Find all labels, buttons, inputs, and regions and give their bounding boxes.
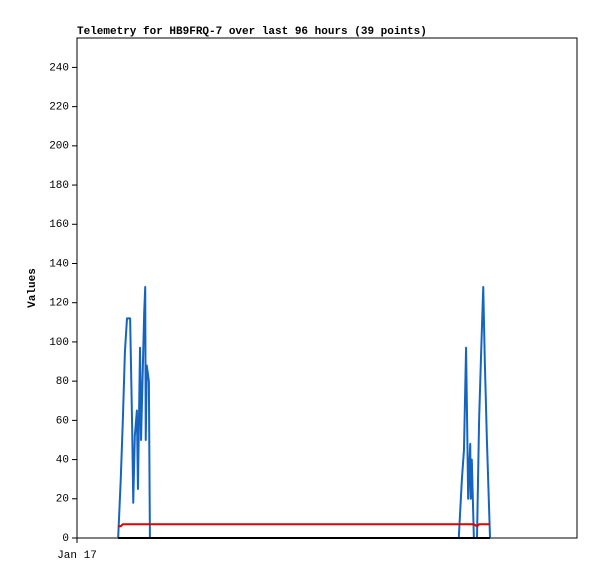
y-tick-label: 160 xyxy=(49,219,69,231)
chart-title: Telemetry for HB9FRQ-7 over last 96 hour… xyxy=(77,26,427,38)
series-line xyxy=(118,523,491,528)
y-tick-label: 40 xyxy=(56,454,69,466)
plot-frame xyxy=(76,37,578,539)
y-tick-label: 200 xyxy=(49,141,69,153)
y-tick-label: 0 xyxy=(62,533,69,545)
y-tick-label: 180 xyxy=(49,180,69,192)
y-axis-label: Values xyxy=(27,268,39,308)
y-tick-label: 220 xyxy=(49,102,69,114)
y-tick-label: 140 xyxy=(49,258,69,270)
y-tick-label: 100 xyxy=(49,337,69,349)
y-tick-label: 20 xyxy=(56,494,69,506)
series-line xyxy=(117,286,492,539)
y-tick-label: 120 xyxy=(49,298,69,310)
x-tick-label: Jan 17 xyxy=(57,550,97,562)
y-tick-label: 240 xyxy=(49,62,69,74)
y-tick-label: 80 xyxy=(56,376,69,388)
y-tick-label: 60 xyxy=(56,415,69,427)
